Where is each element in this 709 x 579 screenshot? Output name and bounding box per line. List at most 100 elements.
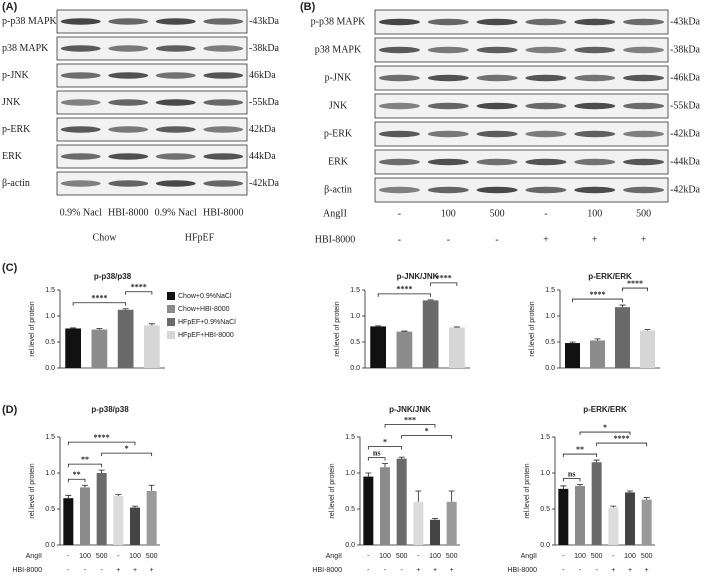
x-tick-label: -	[400, 567, 403, 574]
size-label: -46kDa	[670, 72, 701, 83]
y-tick-label: 0.0	[545, 365, 555, 372]
x-row-name: AngII	[521, 553, 537, 560]
y-axis-label: rel.level of protein	[334, 301, 341, 356]
band	[155, 99, 196, 106]
band	[108, 99, 149, 106]
band	[155, 126, 196, 133]
bar	[575, 485, 585, 545]
band	[427, 158, 469, 166]
band	[476, 102, 518, 110]
y-tick-label: 1.0	[540, 470, 550, 477]
size-label: 46kDa	[249, 70, 276, 81]
band	[427, 46, 469, 54]
x-tick-label: 100	[79, 553, 91, 560]
y-tick-label: 1.0	[45, 313, 55, 320]
bar	[370, 326, 386, 368]
size-label: -42kDa	[670, 184, 701, 195]
error-bar	[115, 494, 122, 497]
condition-name: HBI-8000	[315, 234, 356, 245]
lane-label: HBI-8000	[108, 207, 149, 218]
error-bar	[448, 490, 455, 502]
significance-bracket	[562, 453, 598, 458]
panel-label: (A)	[2, 1, 18, 13]
band	[574, 18, 616, 26]
band	[108, 72, 149, 79]
x-tick-label: -	[612, 553, 615, 560]
band	[623, 130, 665, 138]
legend-label: Chow+HBI-8000	[178, 306, 230, 313]
band	[476, 46, 518, 54]
band	[476, 158, 518, 166]
y-tick-label: 0.0	[45, 542, 55, 549]
y-tick-label: 0.0	[540, 542, 550, 549]
size-label: -43kDa	[670, 16, 701, 27]
error-bar	[577, 484, 583, 486]
x-tick-label: +	[416, 567, 420, 574]
bar	[144, 325, 160, 368]
x-tick-label: -	[67, 553, 70, 560]
significance-bracket	[562, 478, 581, 482]
size-label: -38kDa	[670, 44, 701, 55]
lane-label: 0.9% Nacl	[155, 207, 197, 218]
blot-strip	[56, 171, 248, 196]
error-bar	[132, 505, 138, 508]
error-bar	[65, 494, 72, 499]
error-bar	[96, 328, 103, 330]
bar	[117, 309, 134, 368]
size-label: -42kDa	[670, 128, 701, 139]
significance-bracket	[125, 291, 153, 295]
condition-name: AngII	[323, 208, 347, 219]
error-bar	[560, 485, 567, 489]
blot-strip	[374, 121, 669, 147]
y-axis-label: rel.level of protein	[529, 301, 536, 356]
band	[525, 158, 567, 166]
bar	[446, 501, 457, 545]
x-tick-label: 500	[96, 553, 108, 560]
legend-label: HFpEF+HBI-8000	[178, 332, 234, 339]
band	[378, 158, 420, 166]
significance-bracket	[579, 431, 631, 436]
band	[623, 186, 665, 194]
legend-swatch	[167, 292, 175, 300]
bar	[422, 300, 439, 368]
condition-label: +	[592, 234, 598, 245]
significance-label: ****	[436, 274, 452, 283]
bar	[640, 330, 655, 368]
significance-bracket	[401, 435, 453, 439]
significance-label: ****	[627, 279, 643, 288]
significance-bracket	[572, 298, 623, 303]
condition-label: 100	[587, 208, 602, 219]
bar	[396, 331, 413, 368]
group-label: Chow	[93, 232, 118, 243]
x-tick-label: -	[84, 567, 87, 574]
row-label: ERK	[328, 156, 349, 167]
row-label: p-p38 MAPK	[2, 16, 58, 27]
significance-label: ***	[404, 415, 416, 424]
band	[60, 45, 101, 52]
significance-label: ****	[396, 285, 412, 294]
band	[427, 186, 469, 194]
significance-bracket	[367, 457, 386, 461]
y-axis-label: rel.level of protein	[29, 301, 36, 356]
condition-label: 100	[441, 208, 456, 219]
x-row-name: HBI-8000	[312, 567, 342, 574]
band	[623, 102, 665, 110]
bar	[641, 499, 652, 545]
significance-label: ****	[131, 283, 147, 292]
bar	[63, 498, 74, 545]
band	[378, 74, 420, 82]
significance-label: *	[603, 423, 607, 432]
x-tick-label: 100	[429, 553, 441, 560]
row-label: p-JNK	[325, 72, 352, 83]
error-bar	[643, 497, 650, 500]
condition-label: -	[447, 234, 450, 245]
error-bar	[594, 338, 601, 341]
error-bar	[453, 326, 460, 328]
x-tick-label: 500	[641, 553, 653, 560]
significance-bracket	[596, 442, 648, 447]
row-label: p-p38 MAPK	[311, 16, 367, 27]
significance-bracket	[72, 302, 127, 306]
chart-title: p-JNK/JNK	[389, 405, 431, 414]
y-axis-label: rel.level of protein	[329, 463, 336, 518]
blot-strip	[56, 117, 248, 142]
